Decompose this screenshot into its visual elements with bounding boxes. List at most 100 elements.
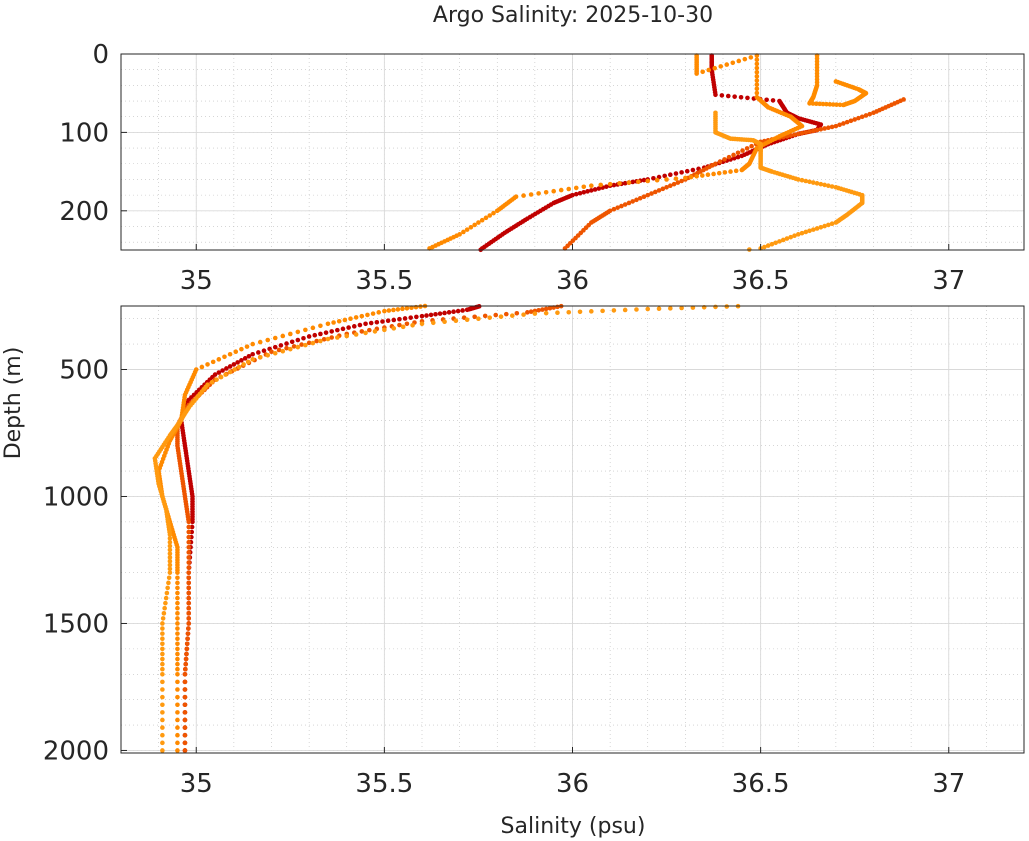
salinity-data-point — [261, 348, 267, 354]
salinity-data-point — [167, 562, 173, 568]
salinity-data-point — [186, 605, 192, 611]
salinity-data-point — [822, 223, 827, 229]
salinity-data-point — [160, 702, 165, 708]
salinity-data-point — [175, 656, 180, 662]
salinity-data-point — [479, 217, 485, 223]
salinity-data-point — [829, 184, 835, 189]
salinity-data-point — [182, 702, 188, 708]
salinity-data-point — [186, 519, 192, 525]
salinity-data-point — [272, 335, 278, 341]
salinity-data-point — [716, 170, 722, 176]
salinity-data-point — [433, 311, 438, 317]
salinity-data-point — [323, 330, 329, 335]
salinity-data-point — [340, 326, 346, 332]
salinity-data-point — [186, 539, 192, 545]
salinity-data-point — [175, 710, 180, 715]
salinity-data-point — [289, 339, 295, 345]
salinity-data-point — [312, 332, 318, 338]
y-tick-label: 0 — [92, 40, 109, 70]
salinity-data-point — [754, 65, 760, 71]
x-tick-label: 37 — [932, 266, 965, 296]
salinity-data-point — [764, 97, 769, 103]
salinity-data-point — [596, 186, 602, 191]
salinity-data-point — [186, 616, 192, 621]
salinity-data-point — [218, 374, 224, 380]
salinity-data-point — [410, 323, 415, 328]
salinity-data-point — [175, 641, 180, 647]
salinity-data-point — [543, 189, 549, 195]
salinity-data-point — [160, 740, 165, 746]
salinity-data-point — [718, 64, 724, 69]
salinity-data-point — [329, 329, 335, 334]
salinity-data-point — [175, 616, 180, 621]
salinity-data-point — [754, 90, 760, 96]
salinity-data-point — [754, 82, 760, 87]
x-axis-label: Salinity (psu) — [501, 814, 646, 839]
salinity-data-point — [645, 192, 651, 198]
salinity-data-point — [295, 344, 301, 350]
salinity-data-point — [186, 580, 192, 586]
salinity-data-point — [280, 348, 286, 354]
lower-panel-data-points — [152, 303, 741, 753]
salinity-data-point — [700, 173, 705, 178]
salinity-data-point — [668, 172, 673, 178]
salinity-data-point — [250, 341, 255, 347]
salinity-data-point — [792, 132, 797, 138]
salinity-data-point — [833, 79, 839, 84]
salinity-data-point — [754, 86, 760, 92]
salinity-data-point — [329, 335, 335, 340]
salinity-data-point — [400, 306, 405, 312]
salinity-data-point — [461, 229, 466, 235]
salinity-data-point — [365, 312, 370, 318]
salinity-data-point — [175, 666, 180, 672]
salinity-data-point — [167, 547, 173, 553]
salinity-data-point — [464, 307, 470, 313]
salinity-data-point — [288, 346, 293, 352]
salinity-data-point — [175, 651, 180, 657]
salinity-data-point — [222, 354, 227, 360]
salinity-data-point — [186, 611, 192, 616]
salinity-data-point — [160, 636, 165, 642]
salinity-data-point — [476, 316, 481, 321]
salinity-data-point — [607, 181, 613, 187]
salinity-data-point — [807, 129, 812, 134]
salinity-data-point — [306, 334, 312, 339]
salinity-data-point — [295, 329, 301, 335]
salinity-data-point — [637, 195, 643, 201]
salinity-data-point — [730, 60, 736, 66]
salinity-data-point — [712, 65, 718, 71]
salinity-data-point — [227, 369, 233, 375]
salinity-data-point — [673, 176, 679, 181]
salinity-data-point — [817, 101, 822, 107]
salinity-data-point — [160, 725, 165, 730]
salinity-data-point — [239, 358, 244, 363]
salinity-data-point — [186, 575, 192, 581]
salinity-data-point — [711, 171, 716, 177]
salinity-data-point — [754, 78, 760, 83]
salinity-data-point — [167, 536, 173, 541]
salinity-data-point — [257, 355, 263, 360]
salinity-data-point — [754, 74, 760, 79]
salinity-data-point — [160, 621, 165, 626]
salinity-data-point — [442, 310, 447, 316]
salinity-data-point — [182, 671, 188, 677]
salinity-data-point — [184, 641, 190, 647]
salinity-data-point — [867, 111, 873, 117]
salinity-data-point — [291, 344, 297, 349]
salinity-data-point — [160, 666, 165, 672]
salinity-data-point — [728, 169, 733, 174]
salinity-data-point — [241, 362, 246, 367]
salinity-data-point — [250, 357, 255, 362]
salinity-data-point — [380, 319, 385, 324]
salinity-data-point — [483, 215, 489, 221]
salinity-data-point — [209, 379, 215, 385]
salinity-data-point — [175, 694, 180, 700]
salinity-data-point — [656, 188, 662, 193]
salinity-data-point — [722, 157, 727, 162]
salinity-data-point — [303, 342, 308, 348]
salinity-data-point — [419, 321, 425, 327]
salinity-data-point — [722, 170, 728, 175]
salinity-data-point — [679, 305, 684, 311]
salinity-data-point — [166, 575, 172, 581]
salinity-data-point — [634, 307, 639, 312]
